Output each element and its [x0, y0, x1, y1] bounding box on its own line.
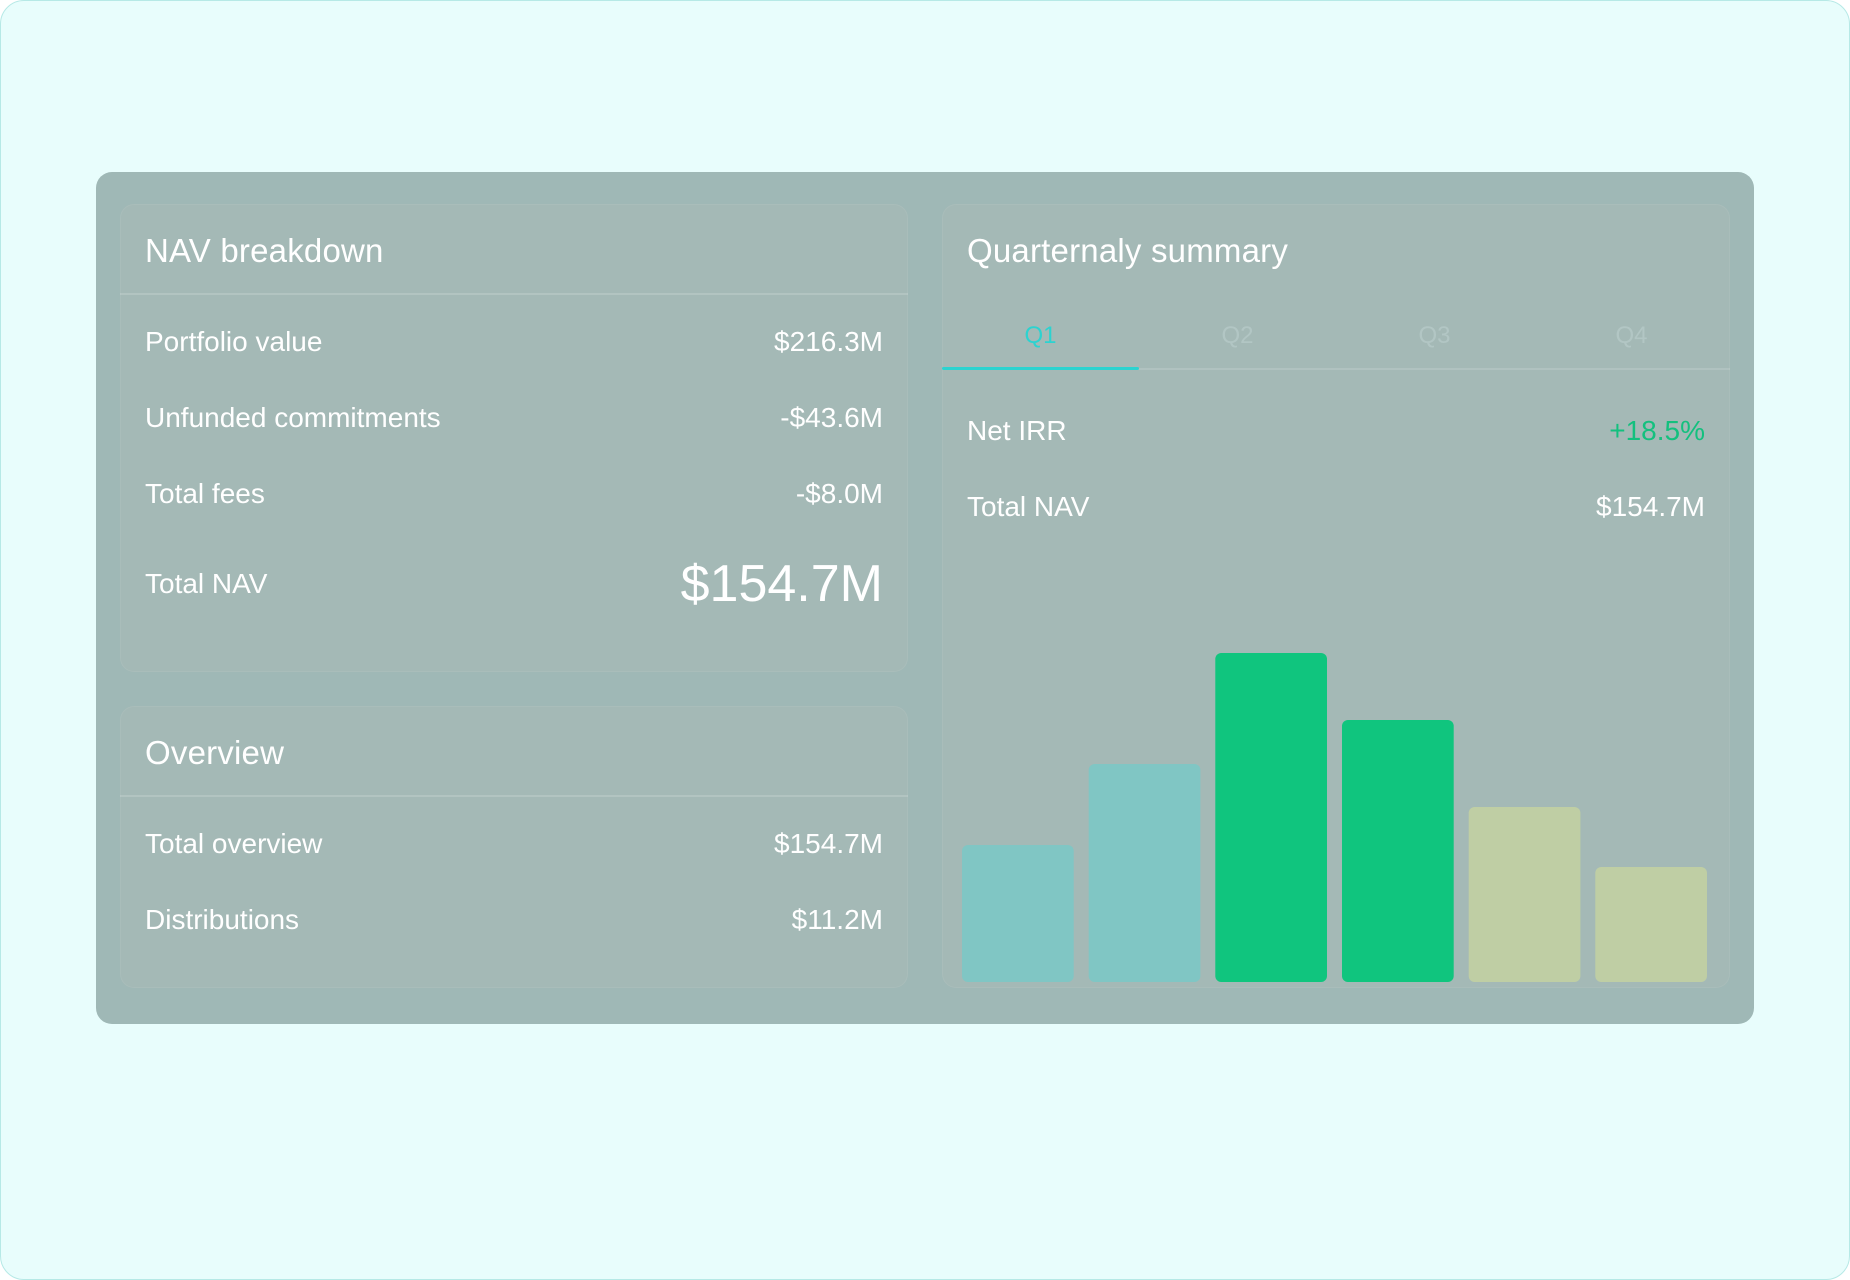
nav-row-label: Portfolio value	[145, 326, 323, 357]
quarterly-summary-card: Quarternaly summary Q1 Q2 Q3 Q4 Net IRR …	[942, 204, 1730, 988]
summary-row-label: Net IRR	[967, 415, 1067, 446]
total-nav-value: $154.7M	[680, 555, 883, 613]
tab-q3[interactable]: Q3	[1418, 322, 1451, 349]
chart-bar-4	[1342, 720, 1454, 982]
chart-bar-2	[1088, 764, 1201, 982]
nav-breakdown-title: NAV breakdown	[145, 232, 384, 269]
overview-row-label: Total overview	[145, 828, 323, 859]
tab-q4[interactable]: Q4	[1615, 322, 1648, 349]
nav-row-label: Total NAV	[145, 568, 268, 599]
nav-row-label: Total fees	[145, 478, 265, 509]
quarter-tabs: Q1 Q2 Q3 Q4	[942, 304, 1730, 370]
tab-q2[interactable]: Q2	[1221, 322, 1254, 349]
chart-bar-6	[1595, 867, 1707, 982]
nav-breakdown-divider	[120, 293, 908, 295]
chart-bar-3	[1215, 653, 1327, 982]
overview-row-total-overview: Total overview $154.7M	[145, 824, 883, 864]
chart-bar-1	[962, 845, 1074, 982]
nav-row-total-fees: Total fees -$8.0M	[145, 474, 883, 514]
summary-row-label: Total NAV	[967, 491, 1090, 522]
summary-row-total-nav: Total NAV $154.7M	[967, 487, 1705, 527]
overview-divider	[120, 795, 908, 797]
nav-breakdown-card: NAV breakdown Portfolio value $216.3M Un…	[120, 204, 908, 672]
dashboard-panel: NAV breakdown Portfolio value $216.3M Un…	[96, 172, 1754, 1024]
nav-row-value: $216.3M	[774, 326, 883, 357]
nav-row-portfolio-value: Portfolio value $216.3M	[145, 322, 883, 362]
overview-row-value: $154.7M	[774, 828, 883, 859]
nav-row-unfunded-commitments: Unfunded commitments -$43.6M	[145, 398, 883, 438]
quarterly-bar-chart	[962, 653, 1707, 982]
nav-row-value: -$43.6M	[780, 402, 883, 433]
overview-card: Overview Total overview $154.7M Distribu…	[120, 706, 908, 988]
overview-row-distributions: Distributions $11.2M	[145, 900, 883, 940]
overview-title: Overview	[145, 734, 285, 771]
net-irr-value: +18.5%	[1609, 415, 1705, 446]
summary-row-value: $154.7M	[1596, 491, 1705, 522]
overview-row-value: $11.2M	[791, 904, 883, 935]
nav-row-label: Unfunded commitments	[145, 402, 441, 433]
chart-bar-5	[1468, 807, 1581, 982]
tab-q1[interactable]: Q1	[942, 304, 1139, 370]
nav-row-value: -$8.0M	[795, 478, 883, 509]
summary-row-net-irr: Net IRR +18.5%	[967, 411, 1705, 451]
overview-row-label: Distributions	[145, 904, 300, 935]
nav-row-total-nav: Total NAV $154.7M	[145, 544, 883, 624]
quarterly-summary-title: Quarternaly summary	[967, 232, 1289, 269]
